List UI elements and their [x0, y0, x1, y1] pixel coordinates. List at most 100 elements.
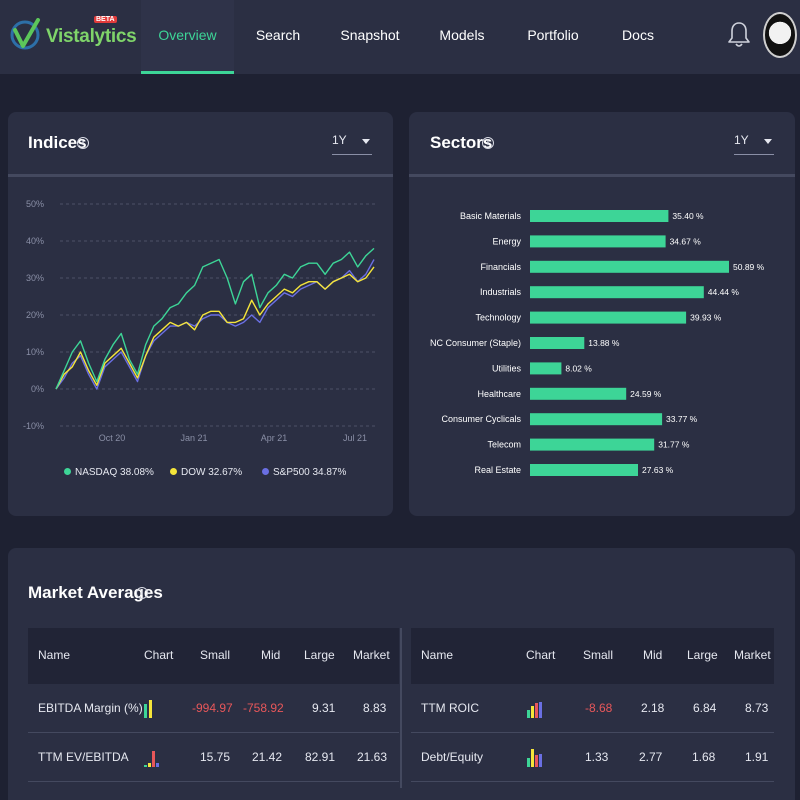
nav-models[interactable]: Models [439, 27, 485, 43]
y-tick-label: 20% [26, 310, 44, 320]
table-header: Name Chart Small Mid Large Market [411, 628, 774, 684]
row-small: 1.33 [585, 750, 609, 764]
y-tick-label: 40% [26, 236, 44, 246]
chevron-down-icon [362, 139, 370, 144]
bar-value-label: 31.77 % [658, 440, 690, 450]
sector-bar [530, 337, 585, 349]
row-market: 8.83 [363, 701, 387, 715]
sector-bar [530, 311, 687, 324]
sectors-bar-chart: Basic Materials 35.40 % Energy 34.67 % Finan… [430, 210, 765, 476]
row-small: 15.75 [200, 750, 231, 764]
table-row[interactable]: EBITDA Margin (%) -994.97 -758.92 9.31 8… [28, 684, 399, 733]
row-mid: 2.18 [641, 701, 665, 715]
nav-docs[interactable]: Docs [622, 27, 654, 43]
series-line-dow [55, 266, 375, 390]
legend-dow-label: DOW 32.67% [181, 467, 243, 478]
table-header: Name Chart Small Mid Large Market [28, 628, 399, 684]
series-line-sp500 [55, 259, 375, 390]
legend-dot-sp500 [262, 468, 269, 475]
col-chart: Chart [526, 648, 556, 662]
market-averages-info-icon[interactable]: i [136, 587, 148, 599]
market-averages-table-left: Name Chart Small Mid Large Market EBITDA… [28, 628, 399, 788]
sectors-divider [409, 174, 795, 177]
user-avatar[interactable] [763, 12, 797, 58]
logo-mark-icon [10, 18, 40, 50]
legend-dot-dow [170, 468, 177, 475]
row-mid: 2.77 [639, 750, 663, 764]
legend-dow[interactable]: DOW 32.67% [170, 467, 242, 478]
legend-dot-nasdaq [64, 468, 71, 475]
y-tick-label: -10% [23, 421, 44, 431]
table-row[interactable]: TTM EV/EBITDA 15.75 21.42 82.91 21.63 [28, 733, 399, 782]
col-market: Market [353, 648, 390, 662]
bar-category-label: Energy [492, 236, 521, 246]
bar-category-label: Telecom [487, 440, 521, 450]
notification-bell-icon[interactable] [728, 20, 750, 48]
sectors-card: Sectors i 1Y Basic Materials 35.40 % Energ… [409, 112, 795, 516]
sector-bar [530, 235, 666, 248]
col-small: Small [583, 648, 614, 662]
series-line-nasdaq [55, 247, 375, 390]
bar-value-label: 34.67 % [670, 236, 702, 246]
bar-value-label: 50.89 % [733, 262, 765, 272]
table-row[interactable]: TTM ROIC -8.68 2.18 6.84 8.73 [411, 684, 774, 733]
bar-value-label: 27.63 % [642, 465, 674, 475]
indices-title: Indices [28, 133, 87, 152]
sectors-info-icon[interactable]: i [482, 137, 494, 149]
y-tick-label: 10% [26, 347, 44, 357]
indices-line-chart: 50% 40% 30% 20% 10% 0% -10% Oct 20 Jan 21 Apr 21 J… [23, 199, 376, 443]
indices-divider [8, 174, 393, 177]
mini-bar-chart-icon[interactable] [527, 747, 549, 767]
col-mid: Mid [643, 648, 663, 662]
y-tick-label: 30% [26, 273, 44, 283]
row-small: -994.97 [192, 701, 233, 715]
market-averages-card: Market Averages i Name Chart Small Mid L… [8, 548, 795, 800]
sector-bar [530, 362, 562, 375]
sector-bar [530, 413, 663, 426]
sectors-title: Sectors [430, 133, 493, 152]
x-tick-label: Apr 21 [261, 433, 288, 443]
row-name: TTM ROIC [421, 701, 479, 715]
legend-sp500[interactable]: S&P500 34.87% [262, 467, 346, 478]
mini-bar-chart-icon[interactable] [527, 698, 549, 718]
mini-bar-chart-icon[interactable] [144, 747, 166, 767]
table-row[interactable]: Debt/Equity 1.33 2.77 1.68 1.91 [411, 733, 774, 782]
nav-search[interactable]: Search [255, 27, 301, 43]
x-tick-label: Jan 21 [180, 433, 207, 443]
row-market: 1.91 [745, 750, 769, 764]
mini-bar-chart-icon[interactable] [144, 698, 166, 718]
indices-card: Indices i 1Y 50% 40% 30% 20% 10% 0% -10% Oct 20… [8, 112, 393, 516]
beta-badge: BETA [94, 16, 117, 23]
legend-nasdaq[interactable]: NASDAQ 38.08% [64, 467, 154, 478]
sectors-period-dropdown[interactable]: 1Y [734, 133, 774, 155]
indices-info-icon[interactable]: i [77, 137, 89, 149]
bar-category-label: NC Consumer (Staple) [430, 338, 521, 348]
indices-period-dropdown[interactable]: 1Y [332, 133, 372, 155]
col-market: Market [734, 648, 771, 662]
row-large: 9.31 [312, 701, 336, 715]
market-averages-table-right: Name Chart Small Mid Large Market TTM RO… [411, 628, 774, 788]
row-small: -8.68 [585, 701, 613, 715]
bar-value-label: 8.02 % [565, 363, 592, 373]
sector-bar [530, 286, 704, 299]
table-separator [400, 628, 402, 788]
bar-category-label: Technology [475, 313, 521, 323]
nav-portfolio[interactable]: Portfolio [527, 27, 579, 43]
row-market: 21.63 [357, 750, 388, 764]
sector-bar [530, 260, 729, 273]
top-navigation-bar: Vistalytics BETA Overview Search Snapsho… [0, 0, 800, 74]
logo-text: Vistalytics [46, 26, 137, 47]
nav-snapshot[interactable]: Snapshot [340, 27, 400, 43]
y-tick-label: 0% [31, 384, 44, 394]
vistalytics-logo[interactable]: Vistalytics BETA [8, 16, 137, 56]
col-chart: Chart [144, 648, 174, 662]
x-tick-label: Oct 20 [99, 433, 126, 443]
bar-value-label: 39.93 % [690, 313, 722, 323]
nav-overview[interactable]: Overview [141, 0, 234, 74]
col-large: Large [687, 648, 718, 662]
y-tick-label: 50% [26, 199, 44, 209]
sector-bar [530, 438, 655, 451]
bar-category-label: Utilities [492, 363, 522, 373]
bar-value-label: 44.44 % [708, 287, 740, 297]
chevron-down-icon [764, 139, 772, 144]
